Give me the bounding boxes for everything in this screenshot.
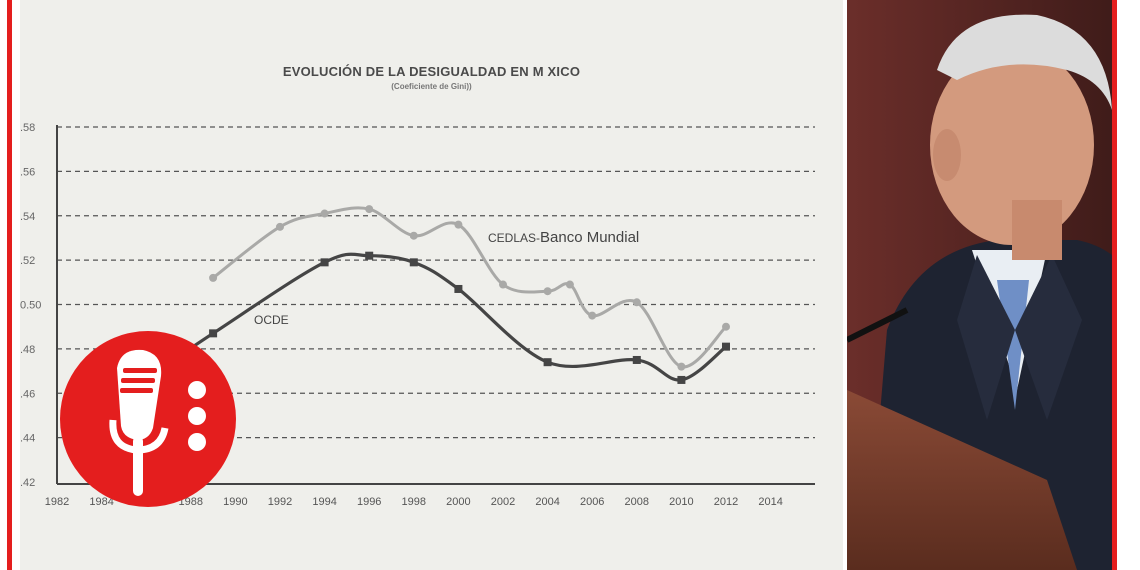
series-line xyxy=(212,206,728,369)
x-tick-label: 1988 xyxy=(179,496,203,508)
chart-subtitle: (Coeficiente de Gini)) xyxy=(391,82,472,91)
x-tick-label: 2006 xyxy=(580,496,604,508)
data-point xyxy=(320,209,329,218)
speaker-photo xyxy=(847,0,1140,570)
speaker-photo-illustration xyxy=(847,0,1140,570)
y-tick-label: .44 xyxy=(20,433,35,445)
x-tick-label: 1992 xyxy=(268,496,292,508)
data-point xyxy=(722,342,730,351)
y-tick-label: .42 xyxy=(20,477,35,489)
y-tick-label: .46 xyxy=(20,388,35,400)
data-point xyxy=(632,355,641,364)
series-label-ocde: OCDE xyxy=(254,313,289,327)
data-point xyxy=(320,258,329,267)
x-tick-label: 2000 xyxy=(446,496,470,508)
data-point xyxy=(543,358,552,367)
data-point xyxy=(454,284,463,293)
y-tick-label: .52 xyxy=(20,255,35,267)
data-point xyxy=(209,273,218,282)
x-tick-label: 1982 xyxy=(45,496,69,508)
data-point xyxy=(454,220,463,229)
left-red-border xyxy=(7,0,12,570)
x-tick-label: 1998 xyxy=(402,496,426,508)
data-point xyxy=(365,205,374,214)
x-tick-label: 1990 xyxy=(223,496,247,508)
x-tick-label: 2008 xyxy=(625,496,649,508)
x-tick-label: 1994 xyxy=(312,496,336,508)
data-point xyxy=(632,298,641,307)
x-tick-label: 2010 xyxy=(669,496,693,508)
panel-gap xyxy=(843,0,847,570)
x-tick-label: 2012 xyxy=(714,496,738,508)
right-frame xyxy=(1117,0,1140,570)
data-point xyxy=(543,287,552,296)
data-point xyxy=(677,362,686,371)
data-point xyxy=(409,231,418,240)
y-tick-label: 0.50 xyxy=(20,300,41,312)
data-point xyxy=(209,329,218,338)
data-point xyxy=(365,251,374,260)
data-point xyxy=(276,222,284,231)
y-tick-label: .58 xyxy=(20,122,35,134)
series-label-cedlas: CEDLAS-Banco Mundial xyxy=(488,229,639,246)
y-tick-label: .54 xyxy=(20,211,35,223)
data-point xyxy=(409,258,418,267)
x-tick-label: 1984 xyxy=(89,496,113,508)
data-point xyxy=(565,280,574,289)
x-tick-label: 2004 xyxy=(535,496,559,508)
data-point xyxy=(588,311,597,320)
right-red-border xyxy=(1112,0,1117,570)
data-point xyxy=(722,322,730,331)
x-tick-label: 2014 xyxy=(758,496,782,508)
x-tick-label: 1996 xyxy=(357,496,381,508)
data-point xyxy=(499,280,507,289)
microphone-icon[interactable] xyxy=(57,328,239,510)
y-tick-label: .56 xyxy=(20,166,35,178)
chart-title: EVOLUCIÓN DE LA DESIGUALDAD EN M XICO xyxy=(282,64,581,79)
y-tick-label: .48 xyxy=(20,344,35,356)
data-point xyxy=(677,375,686,384)
series-line xyxy=(100,252,728,411)
x-tick-label: 2002 xyxy=(491,496,515,508)
